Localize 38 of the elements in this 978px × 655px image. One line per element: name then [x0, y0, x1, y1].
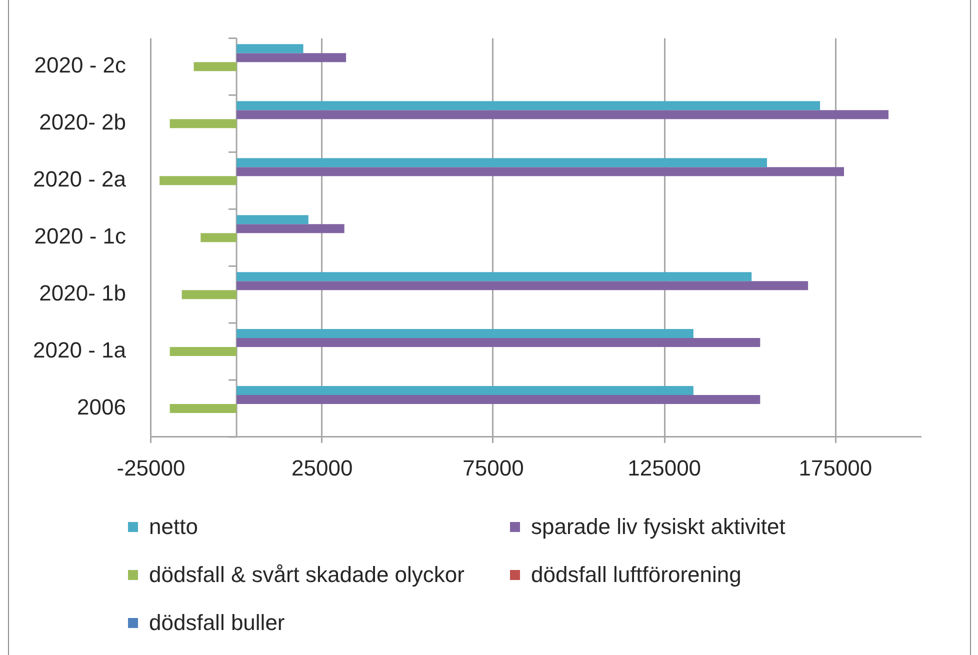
- bar: [236, 158, 767, 168]
- y-tick-label: 2020- 2b: [39, 110, 126, 135]
- legend-label: netto: [149, 514, 198, 540]
- bar: [170, 347, 237, 356]
- bar: [200, 233, 237, 242]
- bar: [236, 395, 760, 404]
- bar: [236, 224, 344, 234]
- x-tick-label: -25000: [116, 455, 186, 480]
- legend-label: dödsfall luftförorening: [531, 562, 742, 588]
- bar: [160, 176, 237, 186]
- bar: [236, 338, 760, 348]
- bar: [236, 110, 888, 120]
- y-tick-label: 2020 - 1a: [33, 338, 127, 363]
- bar: [236, 272, 752, 282]
- bar: [236, 101, 820, 110]
- bar: [182, 290, 237, 300]
- x-tick-label: 75000: [462, 455, 524, 480]
- legend-label: dödsfall buller: [149, 610, 285, 636]
- bar: [236, 215, 308, 224]
- bar: [170, 404, 237, 414]
- bar: [236, 386, 694, 396]
- bar: [236, 281, 808, 290]
- bar: [236, 44, 304, 54]
- y-tick-label: 2020 - 2c: [34, 52, 126, 78]
- bar: [194, 62, 237, 72]
- bar: [236, 167, 844, 176]
- y-tick-label: 2020 - 1c: [34, 224, 126, 249]
- bar: [236, 53, 346, 62]
- x-tick-label: 175000: [798, 455, 872, 480]
- y-tick-label: 2020 - 2a: [33, 166, 127, 192]
- y-tick-label: 2006: [77, 394, 126, 420]
- x-tick-label: 25000: [292, 455, 353, 480]
- bar: [236, 329, 694, 338]
- x-tick-label: 125000: [628, 455, 702, 480]
- legend-label: dödsfall & svårt skadade olyckor: [149, 562, 464, 588]
- legend-label: sparade liv fysiskt aktivitet: [531, 514, 786, 540]
- bar: [170, 119, 237, 128]
- y-tick-label: 2020- 1b: [39, 280, 126, 306]
